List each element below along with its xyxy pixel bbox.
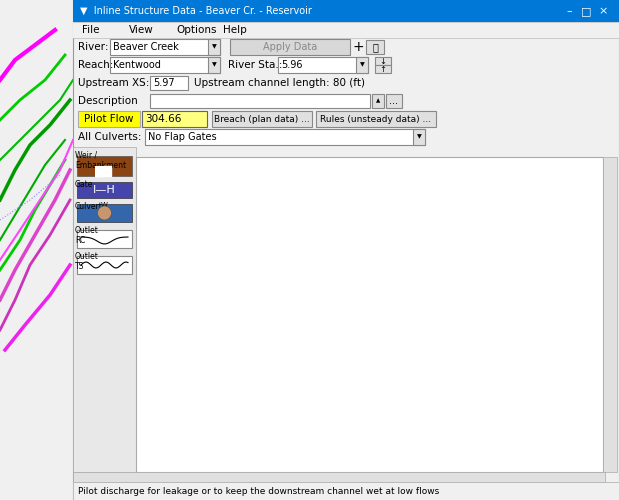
Bar [356,57,368,73]
Bar [208,57,220,73]
Y-axis label: Elevation (ft): Elevation (ft) [112,270,122,338]
Bar [278,57,368,73]
Text: I—H: I—H [93,185,116,195]
Text: 5.96: 5.96 [281,60,303,70]
Bar [386,94,402,108]
Bar [230,39,350,55]
Bar [73,0,619,500]
Text: Help: Help [223,25,247,35]
Text: Kentwood: Kentwood [113,60,161,70]
Text: File: File [82,25,100,35]
Text: Apply Data: Apply Data [263,42,317,52]
Bar [95,166,111,176]
Bar [413,129,425,145]
Text: Upstream XS:: Upstream XS: [78,78,149,88]
Text: Rules (unsteady data) ...: Rules (unsteady data) ... [321,114,431,124]
Text: Outlet
RC: Outlet RC [75,226,99,246]
Bar [603,157,617,472]
Bar [142,111,207,127]
Text: Outlet
TS: Outlet TS [75,252,99,272]
Bar [316,111,436,127]
Text: ▼  Inline Structure Data - Beaver Cr. - Reservoir: ▼ Inline Structure Data - Beaver Cr. - R… [80,6,312,16]
Text: ▼: ▼ [417,134,422,140]
Legend: Ground, Bank Sta: Ground, Bank Sta [511,175,584,222]
Bar [110,57,220,73]
Text: All Culverts:: All Culverts: [78,132,142,142]
Text: Gate: Gate [75,180,93,189]
Bar [77,156,132,176]
Text: W: W [101,202,108,208]
Text: □: □ [581,6,591,16]
Text: Reach:: Reach: [78,60,113,70]
Title: Advanced Inline  Structure Example    Plan: Reservoir - SA and IS   6/6/2022: Advanced Inline Structure Example Plan: … [175,156,570,166]
Bar [77,204,132,222]
Bar [77,256,132,274]
Bar [73,472,605,482]
Text: –: – [566,6,572,16]
Polygon shape [95,166,111,176]
Circle shape [98,206,111,220]
Text: Beaver Creek: Beaver Creek [113,42,179,52]
Text: ▼: ▼ [360,62,365,68]
Bar [208,39,220,55]
Bar [375,57,391,65]
Text: ▼: ▼ [212,62,217,68]
Polygon shape [156,142,581,412]
Text: No Flap Gates: No Flap Gates [148,132,217,142]
Bar [77,182,132,198]
Text: River:: River: [78,42,108,52]
Bar [212,111,312,127]
X-axis label: Station (ft): Station (ft) [345,463,400,473]
Bar [375,65,391,73]
Bar [73,0,619,22]
Text: View: View [129,25,154,35]
Bar [73,22,619,38]
Bar [73,147,136,472]
Text: Weir /
Embankment: Weir / Embankment [75,151,126,171]
Text: Breach (plan data) ...: Breach (plan data) ... [214,114,310,124]
Bar [136,157,603,472]
Bar [77,230,132,248]
Bar [73,482,619,500]
Text: Pilot Flow: Pilot Flow [84,114,134,124]
Text: ↑: ↑ [379,64,386,74]
Polygon shape [262,142,295,240]
Text: ▲: ▲ [376,98,380,103]
Text: +: + [352,40,364,54]
Bar [110,39,220,55]
Bar [366,40,384,54]
Text: Description: Description [78,96,138,106]
Text: Culvert: Culvert [75,202,103,211]
Bar [150,76,188,90]
Text: 304.66: 304.66 [145,114,181,124]
Text: Upstream channel length: 80 (ft): Upstream channel length: 80 (ft) [194,78,365,88]
Text: ×: × [599,6,608,16]
Text: Pilot discharge for leakage or to keep the downstream channel wet at low flows: Pilot discharge for leakage or to keep t… [78,486,439,496]
Bar [78,111,140,127]
Bar [150,94,370,108]
Text: ...: ... [389,96,399,106]
Text: ▼: ▼ [212,44,217,50]
Bar [372,94,384,108]
Text: 📷: 📷 [372,42,378,52]
Bar [145,129,425,145]
Text: ↓: ↓ [379,56,386,66]
Text: 5.97: 5.97 [153,78,175,88]
Text: Options: Options [176,25,217,35]
Text: River Sta.:: River Sta.: [228,60,282,70]
